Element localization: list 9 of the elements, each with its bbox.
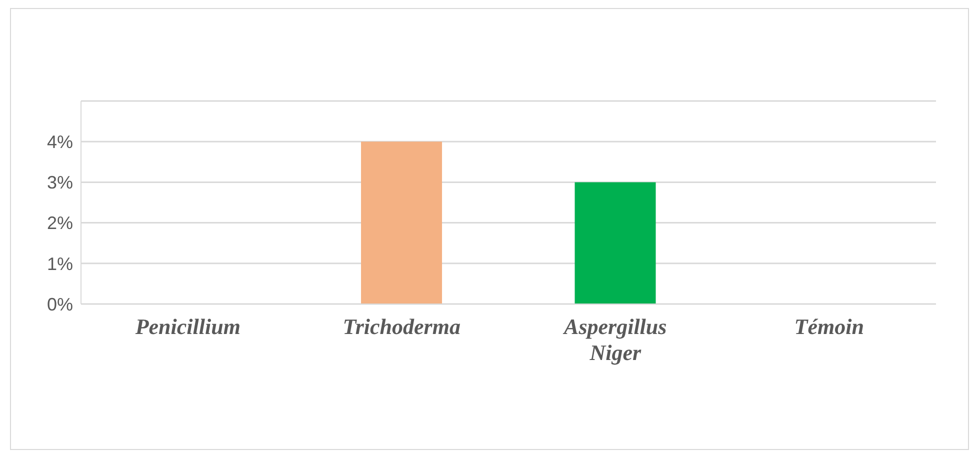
y-tick-label: 2%: [46, 213, 73, 234]
y-tick-label: 4%: [46, 132, 73, 152]
x-tick-label: Aspergillus Niger: [562, 314, 667, 365]
y-tick-label: 0%: [46, 294, 73, 314]
x-tick-label: Trichoderma: [342, 314, 460, 339]
x-tick-label: Témoin: [794, 314, 864, 339]
y-tick-label: 1%: [46, 254, 73, 274]
y-tick-label: 3%: [46, 172, 73, 193]
x-tick-label: Penicillium: [134, 314, 240, 339]
